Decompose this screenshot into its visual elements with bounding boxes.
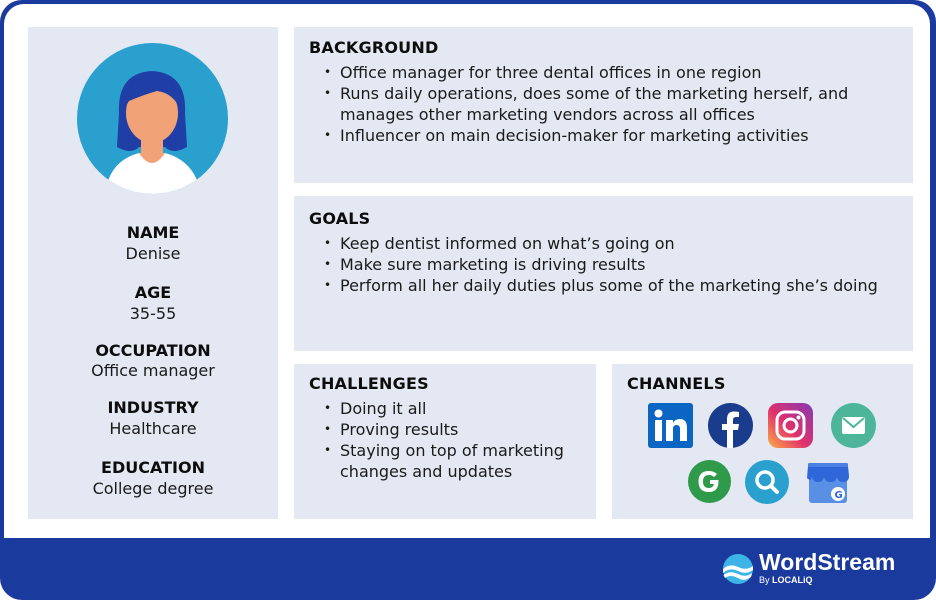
brand-byline: By LOCALiQ (759, 575, 813, 585)
background-list: Office manager for three dental offices … (322, 62, 882, 146)
challenges-title: CHALLENGES (309, 374, 429, 393)
occupation-value: Office manager (91, 361, 215, 380)
goals-list: Keep dentist informed on what’s going on… (322, 233, 892, 296)
list-item: Proving results (322, 419, 577, 440)
list-item: Doing it all (322, 398, 577, 419)
background-title: BACKGROUND (309, 38, 439, 57)
goals-title: GOALS (309, 209, 371, 228)
list-item: Office manager for three dental offices … (322, 62, 882, 83)
instagram-icon[interactable] (768, 403, 813, 448)
channels-title: CHANNELS (627, 374, 726, 393)
list-item: Make sure marketing is driving results (322, 254, 892, 275)
challenges-list: Doing it all Proving results Staying on … (322, 398, 577, 482)
linkedin-icon[interactable] (648, 403, 693, 448)
list-item: Keep dentist informed on what’s going on (322, 233, 892, 254)
svg-text:G: G (835, 490, 843, 501)
industry-label: INDUSTRY (107, 398, 199, 417)
age-value: 35-55 (129, 304, 177, 323)
wordstream-logo: WordStream By LOCALiQ (722, 549, 922, 590)
email-icon[interactable] (831, 403, 876, 448)
education-label: EDUCATION (101, 458, 205, 477)
list-item: Perform all her daily duties plus some o… (322, 275, 892, 296)
education-value: College degree (92, 479, 214, 498)
avatar (77, 43, 228, 194)
list-item: Staying on top of marketing changes and … (322, 440, 577, 482)
industry-value: Healthcare (109, 419, 197, 438)
name-value: Denise (125, 244, 181, 263)
google-icon[interactable] (688, 460, 731, 503)
facebook-icon[interactable] (708, 403, 753, 448)
brand-name: WordStream (759, 549, 896, 575)
brand-partner: LOCALiQ (772, 575, 813, 585)
search-icon[interactable] (745, 460, 789, 504)
wordstream-logo-icon (723, 554, 753, 584)
list-item: Influencer on main decision-maker for ma… (322, 125, 882, 146)
brand-by: By (759, 575, 770, 585)
list-item: Runs daily operations, does some of the … (322, 83, 882, 125)
person-avatar-icon (105, 71, 201, 194)
age-label: AGE (134, 283, 172, 302)
name-label: NAME (126, 223, 180, 242)
google-business-profile-icon[interactable]: G (805, 460, 851, 506)
occupation-label: OCCUPATION (95, 341, 211, 360)
